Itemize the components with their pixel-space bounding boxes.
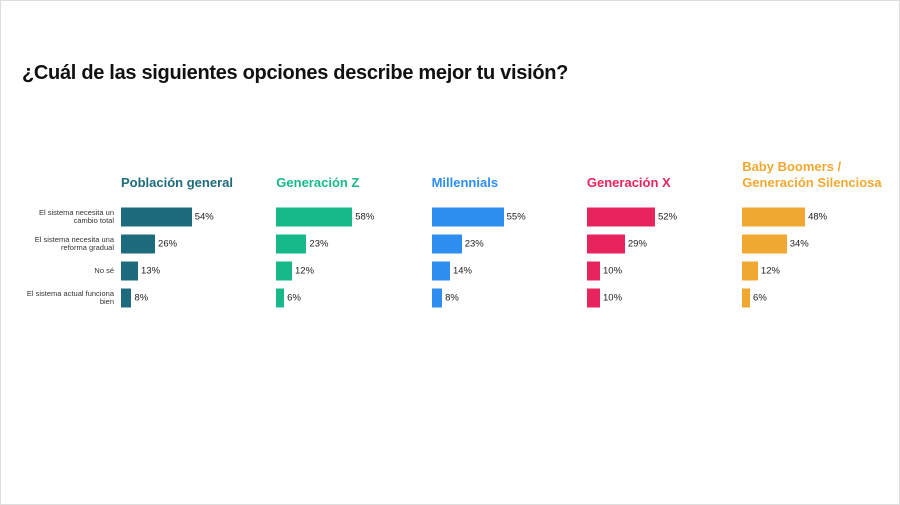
panel-title: Baby Boomers / Generación Silenciosa [742,159,882,190]
value-label: 34% [789,238,809,250]
panel-title: Generación Z [276,175,360,190]
panel-title: Generación X [586,175,671,190]
bar [431,288,443,308]
bar [742,207,806,227]
value-label: 48% [808,211,828,223]
bar [121,207,192,227]
value-label: 12% [760,265,780,277]
value-label: 13% [141,265,161,277]
bar [276,288,285,308]
category-label: El sistema necesita una reforma gradual [34,235,114,252]
value-label: 8% [134,292,149,304]
bar [742,288,751,308]
value-label: 12% [295,265,315,277]
bar [586,261,600,281]
category-label: No sé [94,266,114,275]
panel-title: Millennials [431,175,499,190]
value-label: 6% [753,292,767,304]
bar [586,234,625,254]
value-label: 14% [452,265,472,277]
bar [276,261,293,281]
bar [121,234,156,254]
value-label: 23% [309,238,329,250]
value-label: 55% [506,211,526,223]
value-label: 26% [158,238,178,250]
category-label: El sistema actual funciona bien [26,289,114,306]
value-label: 52% [658,211,678,223]
bar [276,234,307,254]
value-label: 10% [603,265,623,277]
bar [121,288,132,308]
bar [276,207,353,227]
value-label: 23% [464,238,484,250]
value-label: 58% [355,211,375,223]
bar [431,234,462,254]
value-label: 6% [287,292,301,304]
bar [586,288,600,308]
panel-title: Población general [121,175,233,190]
value-label: 54% [194,211,214,223]
bar [121,261,139,281]
category-label: El sistema necesita un cambio total [38,208,114,225]
bar [431,261,450,281]
bar [742,261,758,281]
value-label: 8% [445,292,459,304]
bar [431,207,504,227]
bar [586,207,655,227]
value-label: 29% [627,238,647,250]
value-label: 10% [603,292,623,304]
chart-title: ¿Cuál de las siguientes opciones describ… [22,62,569,84]
bar [742,234,787,254]
